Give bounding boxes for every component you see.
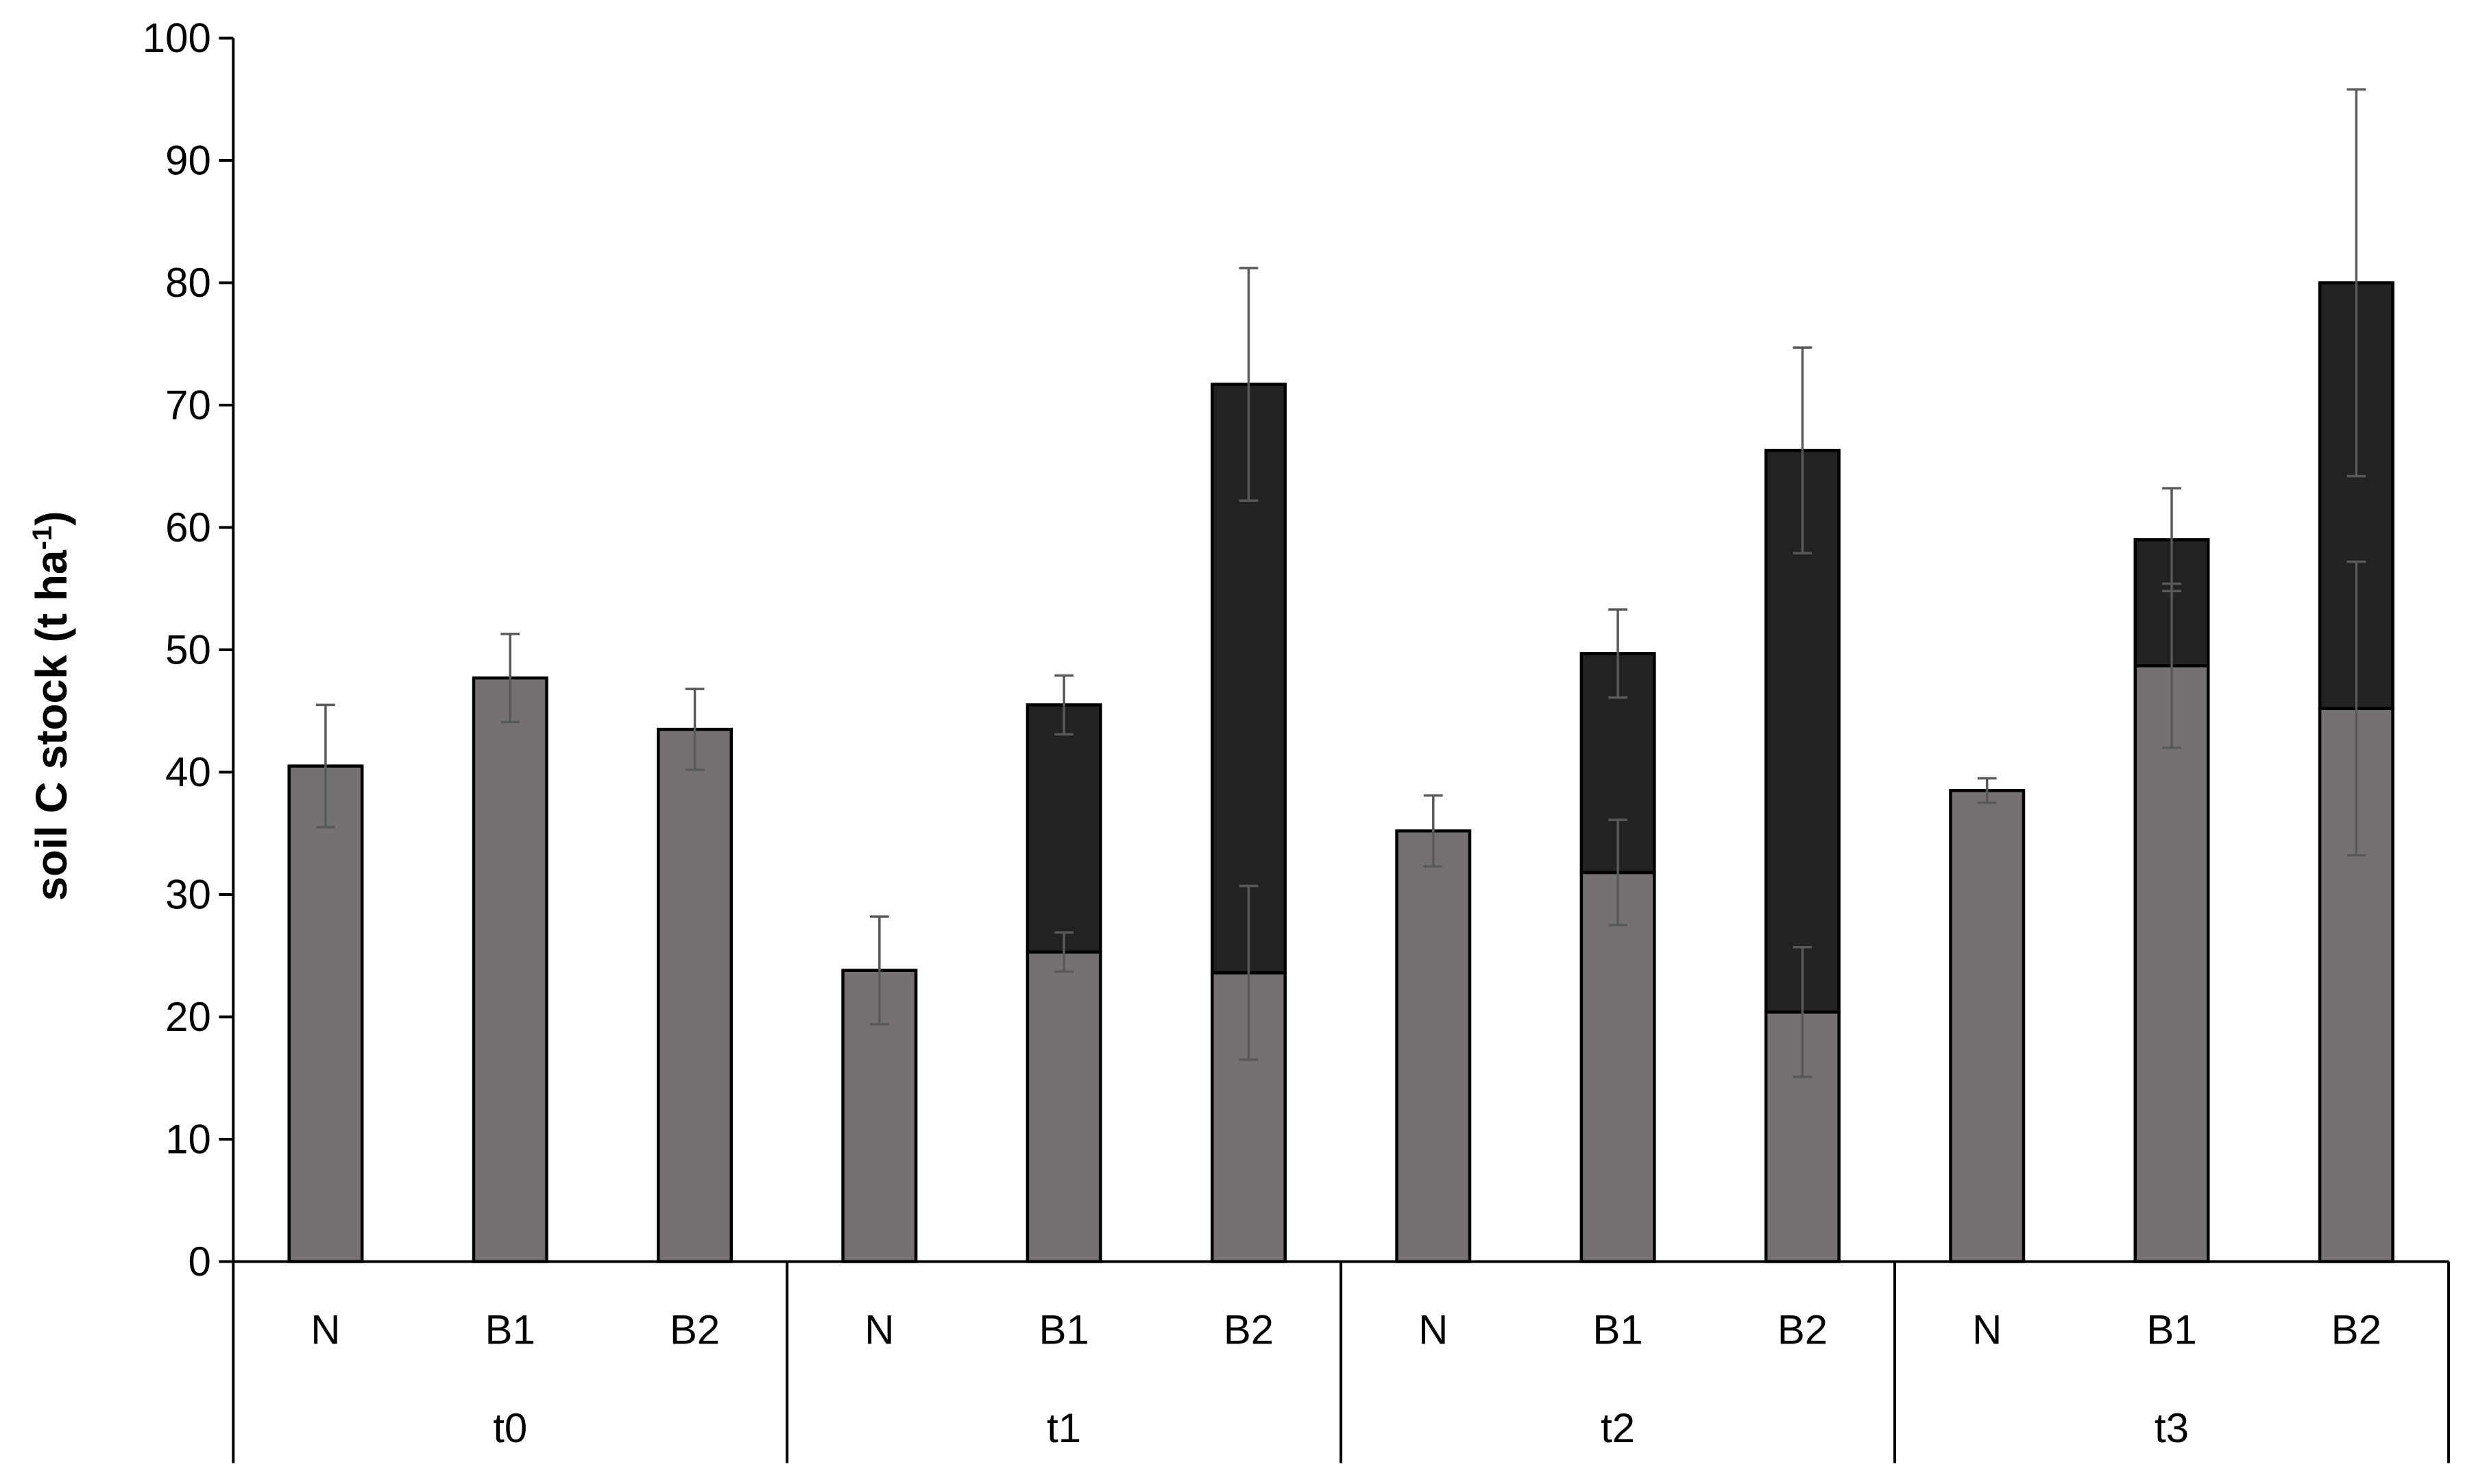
y-tick-label: 10: [165, 1117, 211, 1163]
error-bar-t0-N-lower: [316, 703, 335, 829]
y-tick-label: 80: [165, 260, 211, 306]
error-bar-t2-B1-lower: [1608, 818, 1627, 927]
x-group-label: t3: [2155, 1405, 2189, 1451]
x-category-label: B2: [2331, 1307, 2381, 1353]
y-ticks-layer: 0 10 20 30 40 50 60 70 80 90 100: [143, 15, 234, 1285]
y-axis-title-main: soil C stock (t ha: [27, 550, 76, 901]
y-axis-title-sup: -1: [27, 526, 58, 550]
error-bar-t2-N-lower: [1423, 794, 1443, 868]
y-tick-label: 60: [165, 504, 211, 550]
error-bar-t3-B2-lower: [2346, 560, 2366, 857]
x-category-label: B2: [670, 1307, 720, 1353]
x-category-label: N: [311, 1307, 340, 1353]
bar-t3-N-lower: [1949, 789, 2026, 1263]
y-tick-label: 50: [165, 627, 211, 673]
error-bar-t2-B2-upper: [1793, 346, 1812, 555]
x-category-label: B1: [1592, 1307, 1642, 1353]
y-tick-label: 100: [143, 15, 211, 61]
bar-t0-N-lower: [287, 764, 364, 1263]
error-bar-t0-B1-lower: [500, 633, 520, 724]
y-tick-label: 20: [165, 994, 211, 1040]
bar-t0-B2-lower: [657, 727, 733, 1263]
bar-t0-B1-lower: [472, 676, 548, 1263]
x-group-label: t1: [1047, 1405, 1081, 1451]
bar-t2-N-lower: [1395, 829, 1472, 1263]
error-bar-t2-B1-upper: [1608, 608, 1627, 699]
y-tick-label: 30: [165, 872, 211, 918]
error-bar-t3-N-lower: [1977, 777, 1997, 804]
bar-t1-B1-lower: [1026, 950, 1102, 1263]
error-bar-t2-B2-lower: [1793, 946, 1812, 1078]
bar-t1-B1-upper: [1026, 703, 1102, 954]
x-category-label: B2: [1778, 1307, 1828, 1353]
y-tick-label: 0: [189, 1239, 211, 1285]
error-bar-t3-B2-upper: [2346, 88, 2366, 478]
error-bar-t1-N-lower: [869, 915, 889, 1025]
axes-layer: [232, 38, 2450, 1463]
error-bar-t3-B1-upper: [2162, 487, 2181, 593]
bars-layer: [287, 281, 2394, 1263]
x-group-label: t2: [1601, 1405, 1635, 1451]
y-axis-title: soil C stock (t ha-1): [27, 511, 76, 901]
error-bar-t1-B2-lower: [1239, 884, 1259, 1061]
x-category-label: B1: [1039, 1307, 1089, 1353]
x-category-label: N: [1972, 1307, 2002, 1353]
x-group-label: t0: [493, 1405, 527, 1451]
error-bar-t0-B2-lower: [685, 688, 705, 771]
x-category-label: N: [1418, 1307, 1448, 1353]
y-axis-title-close: ): [27, 511, 76, 526]
y-tick-label: 90: [165, 138, 211, 184]
x-category-label: N: [864, 1307, 894, 1353]
x-labels-layer: N B1 B2 t0 N B1 B2 t1 N B1 B2 t2 N B1 B2 t3: [311, 1307, 2381, 1452]
x-category-label: B1: [485, 1307, 535, 1353]
bar-t2-B1-lower: [1579, 871, 1656, 1263]
x-category-label: B1: [2146, 1307, 2196, 1353]
y-tick-label: 70: [165, 382, 211, 428]
x-category-label: B2: [1224, 1307, 1274, 1353]
bar-t3-B1-lower: [2133, 664, 2210, 1263]
error-bar-t1-B1-upper: [1054, 674, 1074, 735]
y-tick-label: 40: [165, 749, 211, 795]
error-bar-t1-B1-lower: [1054, 931, 1074, 973]
error-bar-t1-B2-upper: [1239, 267, 1259, 502]
error-bars-layer: [316, 88, 2366, 1078]
